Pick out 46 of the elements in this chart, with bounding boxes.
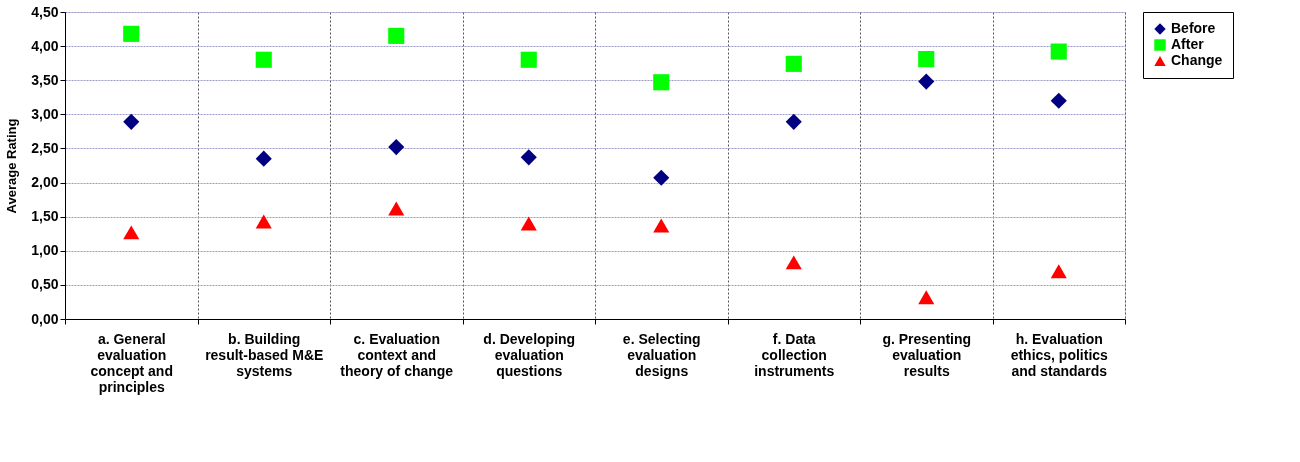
y-tick-label: 2,50 xyxy=(31,139,59,156)
point xyxy=(388,139,405,156)
point xyxy=(653,218,670,233)
y-tick-label: 4,00 xyxy=(31,37,59,54)
y-tick-label: 2,00 xyxy=(31,174,59,191)
x-tick-label: c. Evaluation context and theory of change xyxy=(340,330,454,379)
point xyxy=(653,169,670,186)
point xyxy=(918,51,935,68)
y-tick-label: 0,50 xyxy=(31,276,59,293)
point xyxy=(520,216,537,231)
y-tick-label: 4,50 xyxy=(31,3,59,20)
x-tick-label: d. Developing evaluation questions xyxy=(483,330,576,379)
point xyxy=(918,73,935,90)
x-tick-label: h. Evaluation ethics, politics and standards xyxy=(1010,330,1109,379)
y-tick-label: 1,00 xyxy=(31,242,59,259)
point xyxy=(255,150,272,167)
point xyxy=(123,25,140,42)
point xyxy=(255,214,272,229)
point xyxy=(123,113,140,130)
point xyxy=(520,149,537,166)
legend-label: Before xyxy=(1171,20,1216,36)
y-axis-title: Average Rating xyxy=(4,118,20,214)
point xyxy=(785,113,802,130)
x-tick-label: e. Selecting evaluation designs xyxy=(622,330,701,379)
y-tick-label: 3,00 xyxy=(31,105,59,122)
y-tick-label: 0,00 xyxy=(31,310,59,327)
point xyxy=(918,290,935,305)
point xyxy=(1050,264,1067,279)
legend-label: Change xyxy=(1171,52,1223,68)
x-tick-label: f. Data collection instruments xyxy=(754,330,835,379)
point xyxy=(388,201,405,216)
point xyxy=(653,74,670,91)
point xyxy=(255,51,272,68)
x-tick-label: a. General evaluation concept and principles xyxy=(90,330,173,395)
point xyxy=(388,27,405,44)
x-tick-label: b. Building result-based M&E systems xyxy=(205,330,324,379)
x-tick-label: g. Presenting evaluation results xyxy=(882,330,972,379)
point xyxy=(123,225,140,240)
point xyxy=(1050,43,1067,60)
y-tick-label: 1,50 xyxy=(31,208,59,225)
point xyxy=(785,55,802,72)
legend-label: After xyxy=(1171,36,1205,52)
point xyxy=(520,51,537,68)
point xyxy=(785,255,802,270)
y-tick-label: 3,50 xyxy=(31,71,59,88)
point xyxy=(1050,92,1067,109)
